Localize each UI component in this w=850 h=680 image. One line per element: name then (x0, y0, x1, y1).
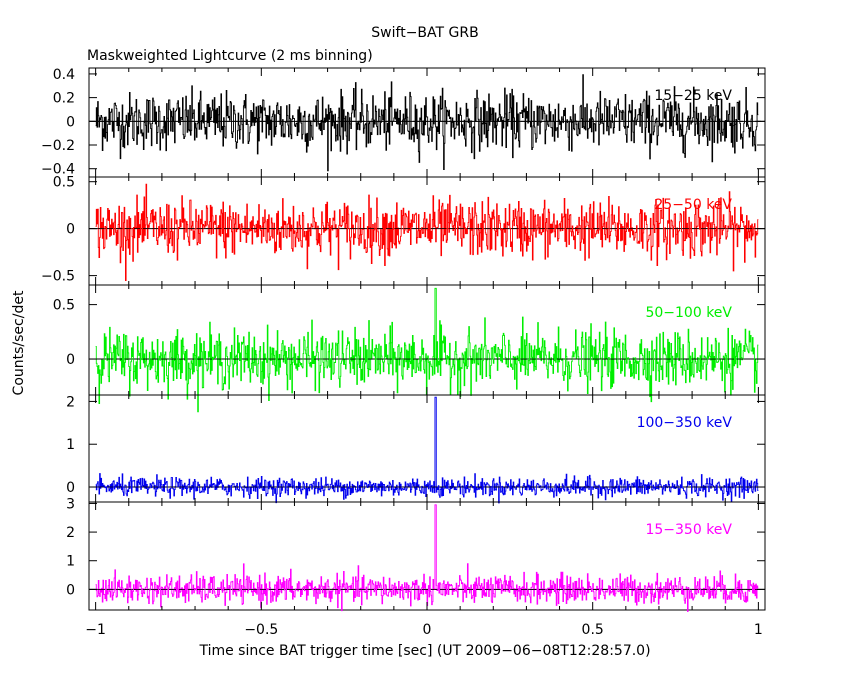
panel-4: 0 1 2 100−350 keV (66, 394, 766, 504)
panel-1: −0.4 −0.2 0 0.2 0.4 15−25 keV (41, 67, 766, 178)
y-tick-label: 2 (66, 525, 75, 541)
y-tick-label: 1 (66, 554, 75, 570)
y-tick-label: 0 (66, 480, 75, 496)
x-axis-label: Time since BAT trigger time [sec] (UT 20… (198, 643, 650, 659)
panel-label: 15−25 keV (654, 88, 732, 104)
panel-label: 100−350 keV (637, 415, 733, 431)
panel-3: 0 0.5 50−100 keV (53, 284, 766, 413)
y-tick-label: 0.2 (53, 91, 75, 107)
panel-label: 50−100 keV (645, 305, 732, 321)
chart-title: Swift−BAT GRB (371, 25, 478, 41)
panels-group: −0.4 −0.2 0 0.2 0.4 15−25 keV −0.5 0 0.5 25−50 ke… (41, 67, 766, 638)
series-line (95, 74, 759, 172)
y-tick-label: 0 (66, 222, 75, 238)
y-tick-label: −0.2 (41, 138, 75, 154)
panel-5: 0 1 2 3 15−350 keV (66, 496, 766, 612)
x-tick-label: 0 (423, 622, 432, 638)
x-tick-labels: −1 −0.5 0 0.5 1 (85, 622, 763, 638)
chart-subtitle: Maskweighted Lightcurve (2 ms binning) (87, 48, 373, 64)
panel-2: −0.5 0 0.5 25−50 keV (41, 175, 766, 286)
x-tick-label: −0.5 (244, 622, 278, 638)
y-tick-label: 0.5 (53, 175, 75, 191)
y-tick-label: 0.5 (53, 298, 75, 314)
panel-label: 25−50 keV (654, 197, 732, 213)
series-line (95, 504, 759, 612)
panel-label: 15−350 keV (645, 522, 732, 538)
y-axis-label: Counts/sec/det (11, 290, 27, 395)
y-tick-label: 0.4 (53, 67, 75, 83)
y-tick-label: 2 (66, 394, 75, 410)
y-tick-label: 0 (66, 352, 75, 368)
y-tick-label: 0 (66, 582, 75, 598)
y-tick-label: 0 (66, 114, 75, 130)
series-line (95, 183, 759, 281)
y-tick-label: −0.4 (41, 162, 75, 178)
x-tick-label: −1 (85, 622, 106, 638)
y-tick-label: 1 (66, 437, 75, 453)
x-tick-label: 0.5 (582, 622, 604, 638)
x-tick-label: 1 (754, 622, 763, 638)
series-line (95, 396, 759, 504)
y-tick-label: −0.5 (41, 269, 75, 285)
y-tick-label: 3 (66, 496, 75, 512)
